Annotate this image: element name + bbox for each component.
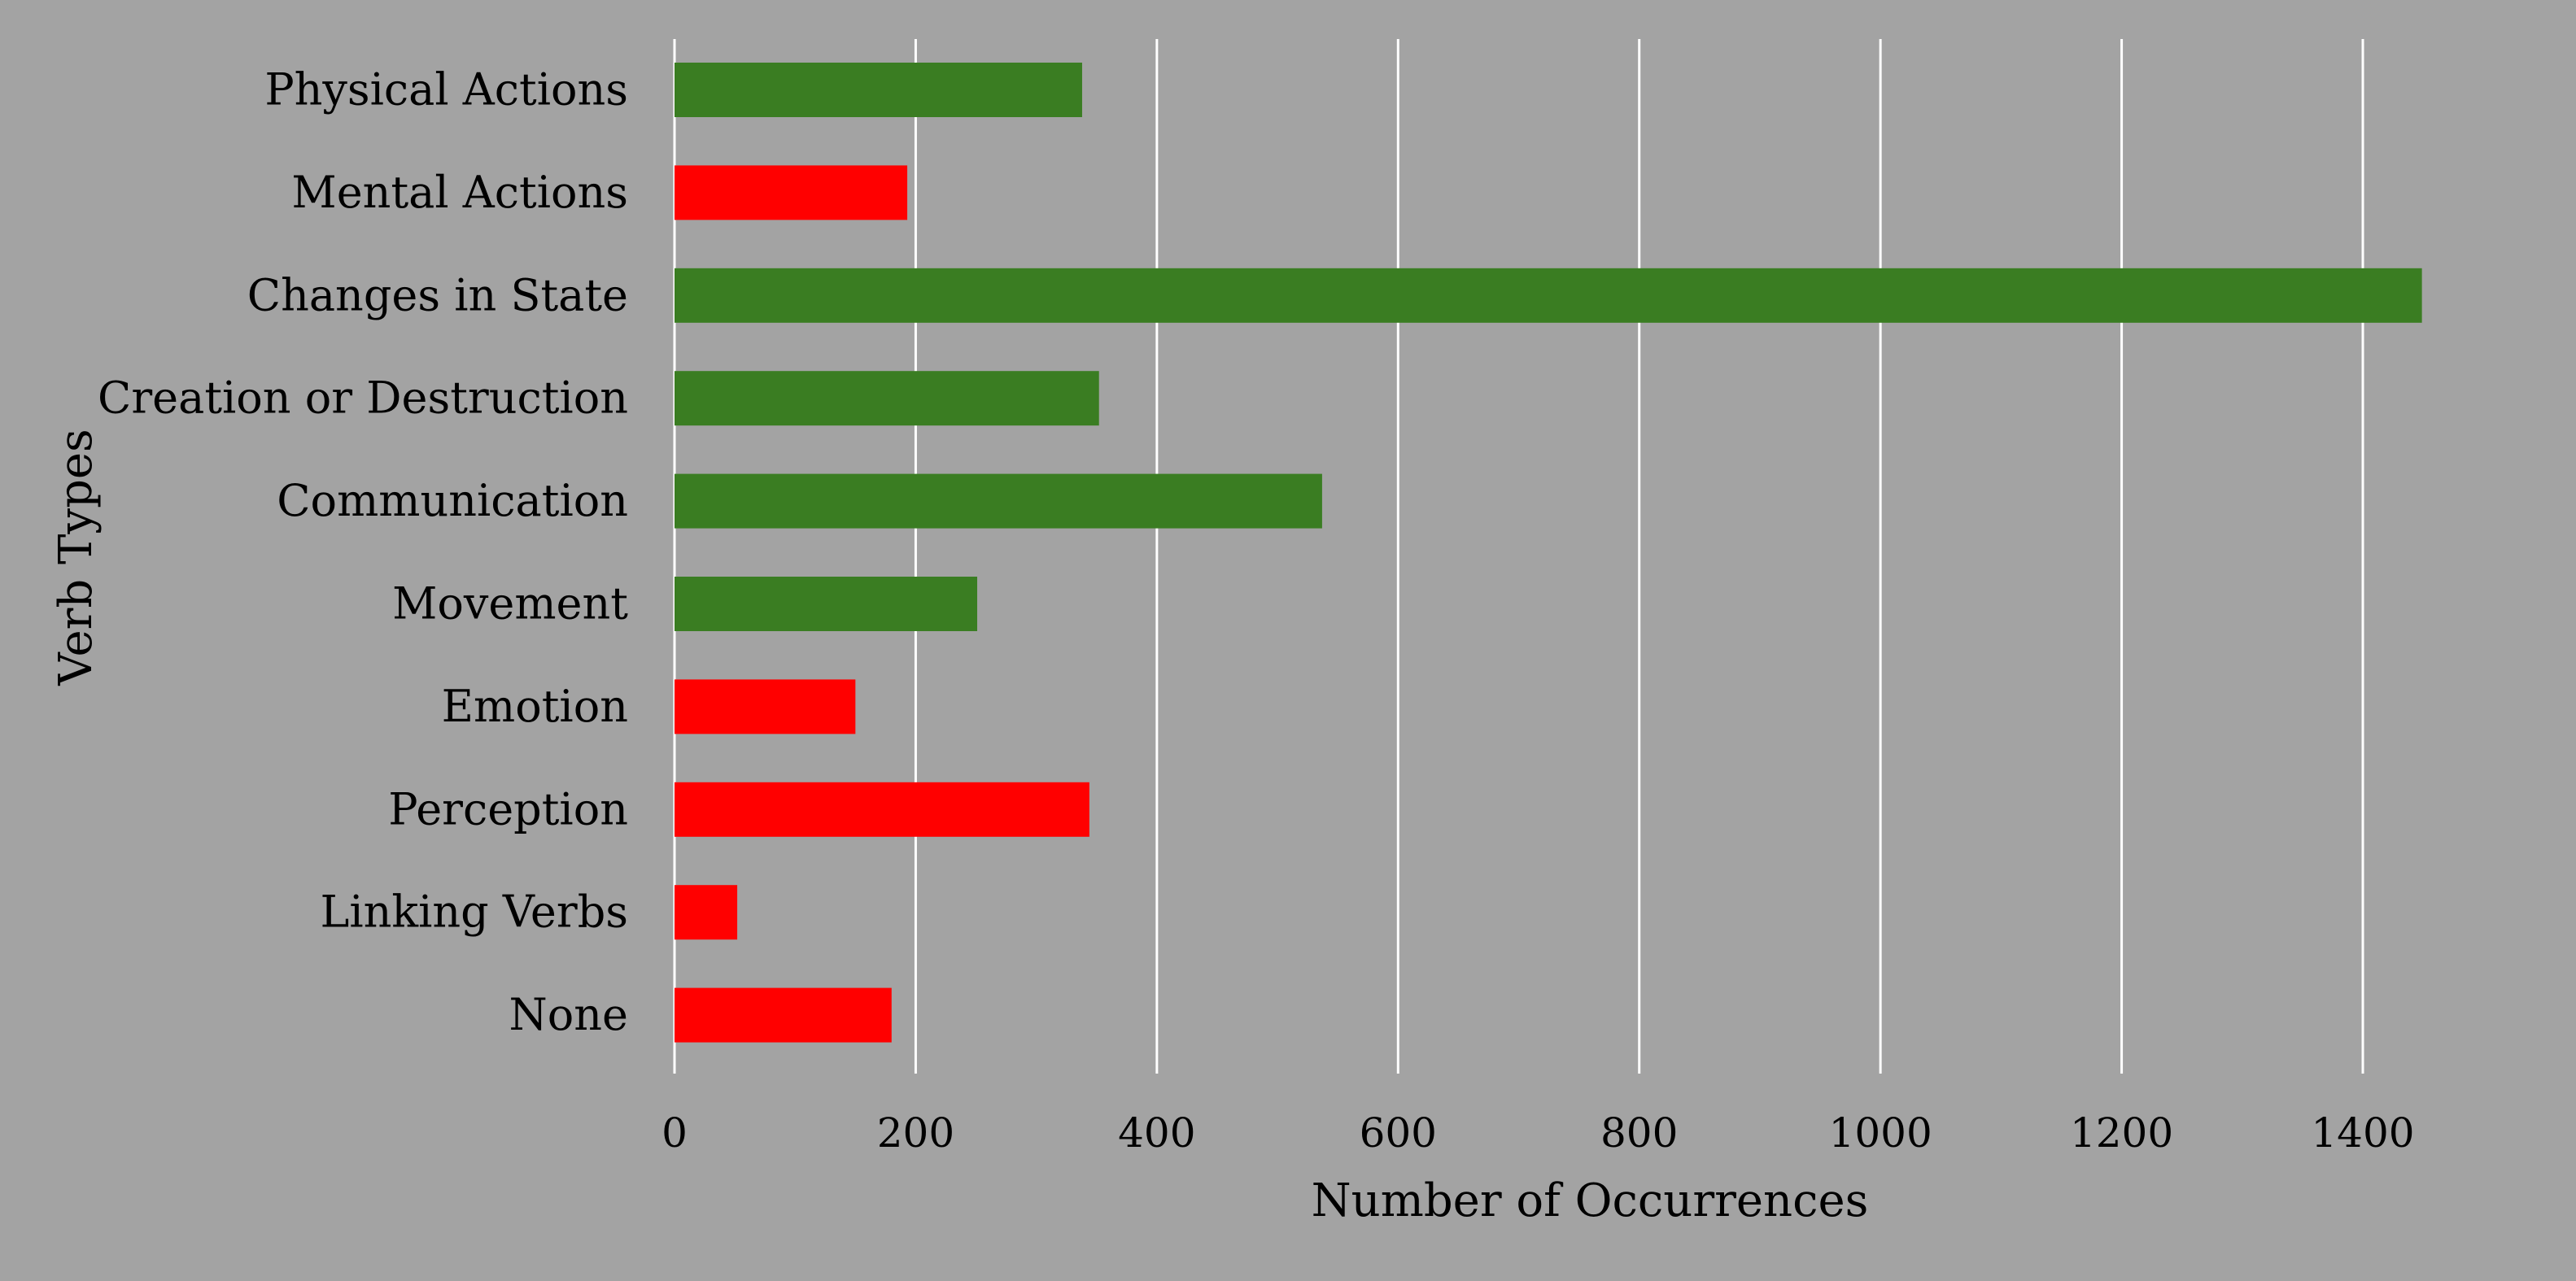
category-label: Movement [392, 578, 628, 630]
bar-changes-in-state [675, 268, 2422, 323]
bar-mental-actions [675, 165, 908, 220]
category-label: Physical Actions [264, 64, 628, 115]
x-tick-labels: 0 200 400 600 800 1000 1200 1400 [661, 1109, 2415, 1157]
category-label: Linking Verbs [320, 887, 628, 938]
grid-layer [673, 39, 2364, 1074]
x-tick-label: 400 [1118, 1109, 1195, 1157]
x-tick-label: 200 [877, 1109, 954, 1157]
bar-perception [675, 782, 1089, 837]
category-labels: Physical Actions Mental Actions Changes in… [98, 64, 628, 1041]
bar-layer [675, 63, 2422, 1043]
bar-movement [675, 577, 978, 631]
bar-physical-actions [675, 63, 1082, 117]
category-label: Perception [388, 783, 628, 834]
bar-linking-verbs [675, 885, 738, 940]
y-axis-title: Verb Types [50, 429, 103, 686]
x-tick-label: 0 [661, 1109, 688, 1157]
x-tick-label: 1400 [2311, 1109, 2414, 1157]
category-label: Emotion [442, 681, 628, 732]
x-tick-label: 600 [1360, 1109, 1437, 1157]
bar-creation-or-destruction [675, 371, 1099, 426]
x-tick-label: 1200 [2070, 1109, 2173, 1157]
category-label: Creation or Destruction [98, 373, 628, 424]
bar-emotion [675, 679, 856, 734]
category-label: Mental Actions [291, 167, 628, 218]
category-label: Communication [277, 475, 628, 526]
x-tick-label: 1000 [1829, 1109, 1932, 1157]
x-tick-label: 800 [1600, 1109, 1678, 1157]
bar-communication [675, 473, 1322, 529]
x-axis-title: Number of Occurrences [1312, 1174, 1869, 1227]
category-label: Changes in State [247, 269, 628, 320]
bar-none [675, 987, 892, 1043]
category-label: None [509, 989, 629, 1040]
